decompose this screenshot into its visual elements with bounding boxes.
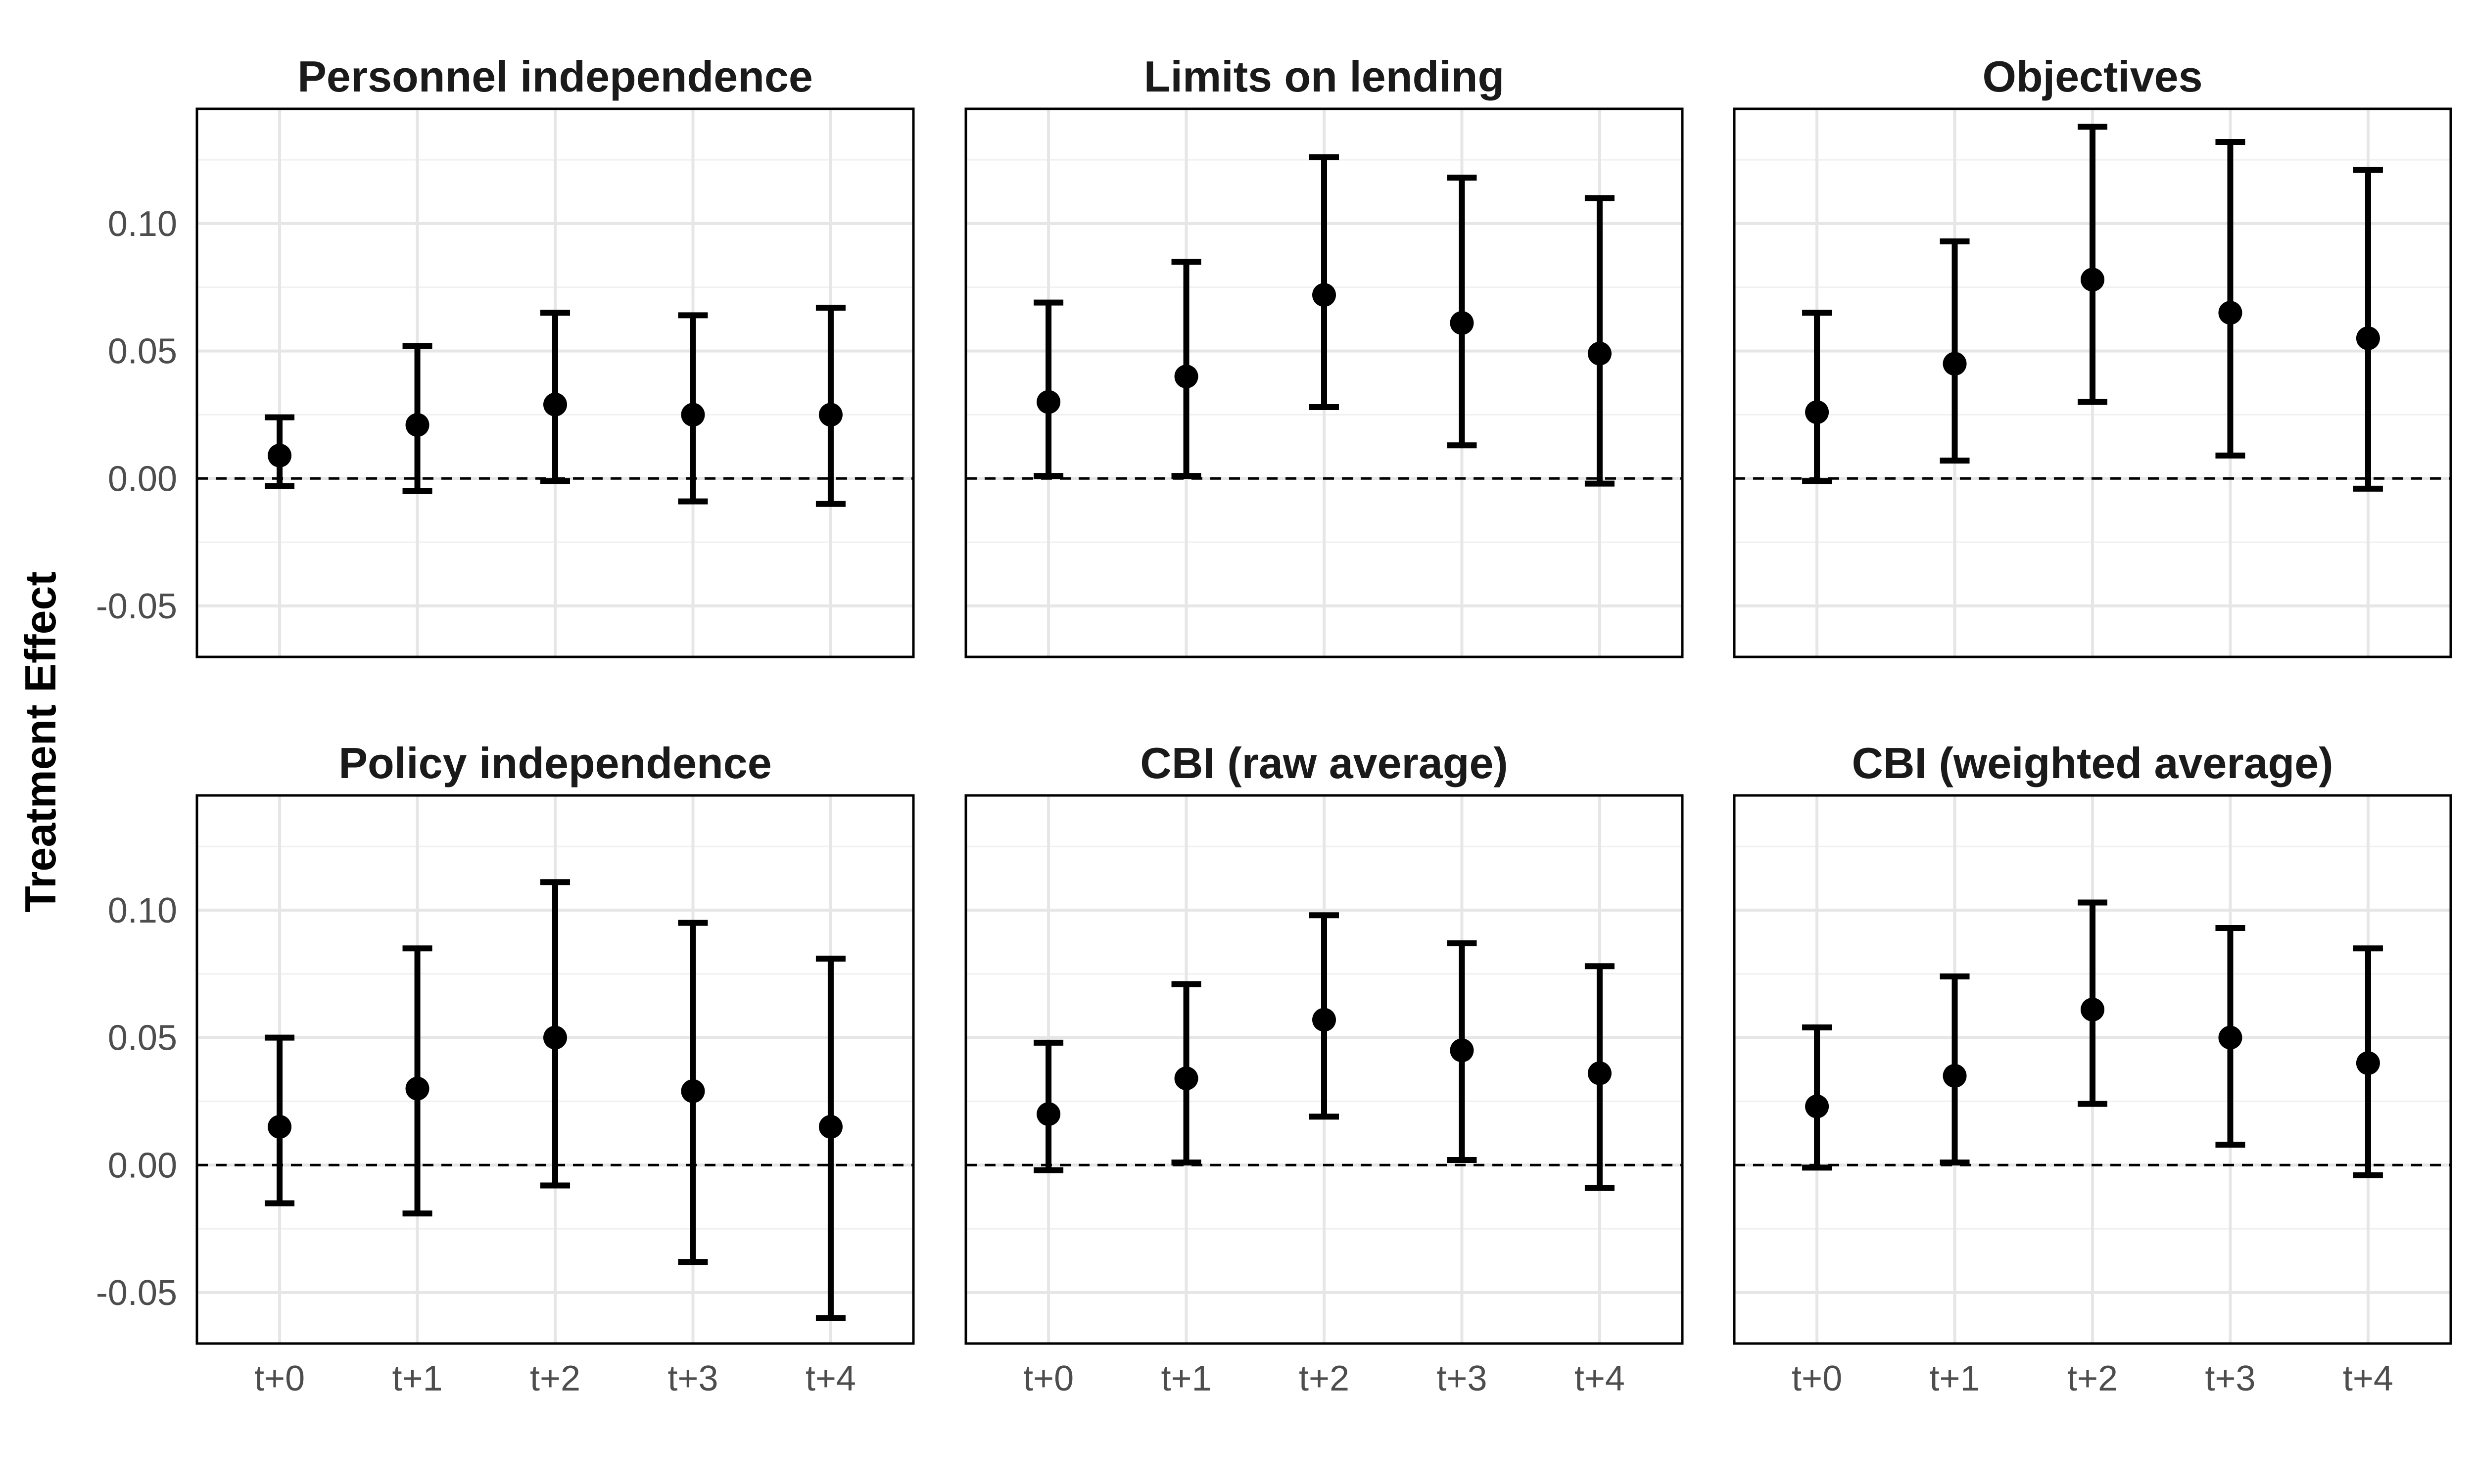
facet-panel: Policy independence -0.05 0.00 0.05 0.10 t+0 t… bbox=[96, 739, 915, 1398]
point-estimate bbox=[2081, 997, 2104, 1021]
point-estimate bbox=[268, 1114, 292, 1139]
facet-panel: Personnel independence -0.05 0.00 0.05 0.10 bbox=[96, 52, 915, 658]
x-tick-label: t+3 bbox=[667, 1359, 718, 1398]
facet-panel: CBI (weighted average) t+0 t+1 t+2 t+3 t+4 bbox=[1733, 739, 2452, 1398]
panel-title: Policy independence bbox=[338, 739, 771, 788]
facet-panel: Objectives bbox=[1733, 52, 2452, 658]
x-tick-label: t+4 bbox=[806, 1359, 856, 1398]
point-estimate bbox=[1805, 1094, 1829, 1118]
point-estimate bbox=[1312, 1008, 1336, 1032]
point-estimate bbox=[1943, 352, 1967, 376]
y-tick-label: -0.05 bbox=[96, 1273, 177, 1313]
point-estimate bbox=[681, 403, 705, 427]
y-axis-label: Treatment Effect bbox=[16, 571, 65, 913]
point-estimate bbox=[1312, 283, 1336, 307]
point-estimate bbox=[818, 1114, 843, 1139]
panel-title: CBI (weighted average) bbox=[1852, 739, 2333, 788]
x-tick-label: t+0 bbox=[254, 1359, 305, 1398]
panel-border bbox=[964, 107, 1684, 658]
point-estimate bbox=[1587, 341, 1612, 366]
point-estimate bbox=[1037, 1102, 1061, 1126]
x-tick-label: t+4 bbox=[2343, 1359, 2393, 1398]
y-tick-label: 0.10 bbox=[108, 891, 177, 930]
facet-panel: Limits on lending bbox=[964, 52, 1684, 658]
point-estimate bbox=[2218, 301, 2242, 325]
panel-title: Objectives bbox=[1982, 52, 2202, 101]
point-estimate bbox=[1450, 1038, 1474, 1063]
y-tick-label: 0.00 bbox=[108, 1146, 177, 1185]
x-tick-label: t+2 bbox=[530, 1359, 580, 1398]
point-estimate bbox=[2356, 1051, 2380, 1075]
panel-border bbox=[1733, 794, 2452, 1345]
x-tick-label: t+0 bbox=[1792, 1359, 1842, 1398]
point-estimate bbox=[543, 1025, 567, 1050]
point-estimate bbox=[1587, 1061, 1612, 1085]
x-tick-label: t+3 bbox=[1436, 1359, 1487, 1398]
point-estimate bbox=[2218, 1025, 2242, 1050]
panel-border bbox=[195, 107, 915, 658]
x-tick-label: t+4 bbox=[1574, 1359, 1625, 1398]
point-estimate bbox=[2356, 326, 2380, 350]
x-tick-label: t+1 bbox=[1929, 1359, 1980, 1398]
panel-title: CBI (raw average) bbox=[1140, 739, 1508, 788]
point-estimate bbox=[1174, 365, 1198, 389]
y-tick-label: 0.05 bbox=[108, 1019, 177, 1058]
point-estimate bbox=[1450, 311, 1474, 335]
point-estimate bbox=[405, 413, 429, 437]
point-estimate bbox=[405, 1076, 429, 1101]
x-tick-label: t+1 bbox=[392, 1359, 442, 1398]
point-estimate bbox=[681, 1079, 705, 1103]
point-estimate bbox=[1037, 390, 1061, 414]
point-estimate bbox=[268, 443, 292, 467]
panel-border bbox=[964, 794, 1684, 1345]
panel-title: Limits on lending bbox=[1144, 52, 1504, 101]
x-tick-label: t+2 bbox=[1299, 1359, 1349, 1398]
point-estimate bbox=[1943, 1064, 1967, 1088]
y-tick-label: 0.05 bbox=[108, 332, 177, 371]
panel-border bbox=[195, 794, 915, 1345]
point-estimate bbox=[1174, 1067, 1198, 1091]
point-estimate bbox=[818, 403, 843, 427]
point-estimate bbox=[1805, 400, 1829, 424]
y-tick-label: 0.10 bbox=[108, 204, 177, 244]
x-tick-label: t+3 bbox=[2205, 1359, 2255, 1398]
panel-title: Personnel independence bbox=[297, 52, 813, 101]
point-estimate bbox=[543, 392, 567, 417]
y-tick-label: 0.00 bbox=[108, 459, 177, 499]
x-tick-label: t+2 bbox=[2067, 1359, 2118, 1398]
x-tick-label: t+1 bbox=[1161, 1359, 1211, 1398]
y-tick-label: -0.05 bbox=[96, 587, 177, 626]
panel-border bbox=[1733, 107, 2452, 658]
point-estimate bbox=[2081, 268, 2104, 292]
facet-panel: CBI (raw average) t+0 t+1 t+2 t+3 t+4 bbox=[964, 739, 1684, 1398]
x-tick-label: t+0 bbox=[1023, 1359, 1074, 1398]
